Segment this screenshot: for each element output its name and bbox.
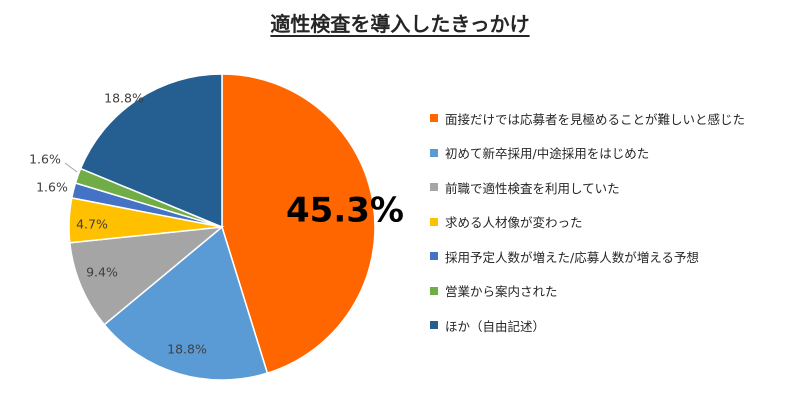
legend-swatch-4 <box>430 217 438 226</box>
legend-item-5: 採用予定人数が増えた/応募人数が増える予想 <box>430 246 745 266</box>
legend-label-1: 面接だけでは応募者を見極めることが難しいと感じた <box>445 111 746 127</box>
legend-swatch-6 <box>430 286 438 295</box>
legend-label-2: 初めて新卒採用/中途採用をはじめた <box>445 146 650 161</box>
data-label-1: 45.3% <box>286 191 404 231</box>
chart-title-text: 適性検査を導入したきっかけ <box>270 12 530 36</box>
data-label-2: 18.8% <box>167 342 207 357</box>
legend-label-6: 営業から案内された <box>445 284 558 299</box>
chart-title: 適性検査を導入したきっかけ <box>0 8 800 37</box>
data-label-4: 4.7% <box>76 217 108 232</box>
legend-swatch-1 <box>430 114 438 122</box>
pie-slice-3 <box>68 225 225 326</box>
legend-item-2: 初めて新卒採用/中途採用をはじめた <box>430 143 745 163</box>
pie-slice-1 <box>221 73 376 375</box>
legend-item-1: 面接だけでは応募者を見極めることが難しいと感じた <box>430 108 745 128</box>
legend-label-5: 採用予定人数が増えた/応募人数が増える予想 <box>445 249 699 265</box>
pie-slice-2 <box>103 225 269 381</box>
data-label-7: 18.8% <box>104 91 144 106</box>
legend-label-7: ほか（自由記述） <box>445 318 546 334</box>
legend-item-4: 求める人材像が変わった <box>430 212 745 232</box>
legend-swatch-7 <box>430 321 438 329</box>
pie-slice-7 <box>79 73 223 229</box>
data-label-5: 1.6% <box>36 180 68 195</box>
legend-label-3: 前職で適性検査を利用していた <box>445 180 620 196</box>
legend-item-7: ほか（自由記述） <box>430 315 745 335</box>
legend-item-6: 営業から案内された <box>430 281 745 301</box>
data-label-3: 9.4% <box>86 265 118 280</box>
legend: 面接だけでは応募者を見極めることが難しいと感じた 初めて新卒採用/中途採用をはじめ… <box>430 108 745 350</box>
legend-swatch-2 <box>430 148 438 157</box>
legend-swatch-3 <box>430 183 438 191</box>
legend-item-3: 前職で適性検査を利用していた <box>430 177 745 197</box>
data-label-6: 1.6% <box>29 152 61 167</box>
leader-line-6 <box>64 162 78 173</box>
legend-swatch-5 <box>430 252 438 260</box>
legend-label-4: 求める人材像が変わった <box>445 215 583 230</box>
